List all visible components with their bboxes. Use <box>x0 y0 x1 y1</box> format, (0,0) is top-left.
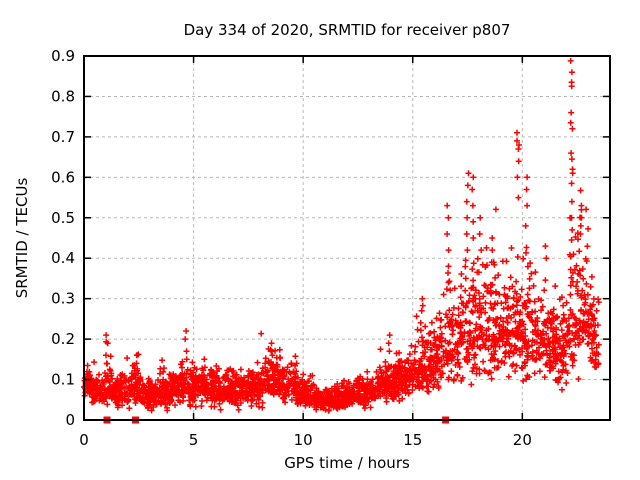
svg-text:0.1: 0.1 <box>51 371 75 389</box>
svg-text:0.7: 0.7 <box>51 128 75 146</box>
x-axis-label: GPS time / hours <box>284 454 410 472</box>
svg-text:0.8: 0.8 <box>51 87 75 105</box>
svg-text:0.3: 0.3 <box>51 290 75 308</box>
svg-text:0: 0 <box>65 411 75 429</box>
y-axis-label: SRMTID / TECUs <box>13 177 31 299</box>
axis-ticks <box>83 55 610 421</box>
svg-text:20: 20 <box>513 431 532 449</box>
svg-text:10: 10 <box>294 431 313 449</box>
svg-text:0.5: 0.5 <box>51 209 75 227</box>
svg-text:0.9: 0.9 <box>51 47 75 65</box>
svg-text:0: 0 <box>79 431 89 449</box>
svg-text:0.4: 0.4 <box>51 249 75 267</box>
plot-border <box>83 55 611 421</box>
svg-text:15: 15 <box>403 431 422 449</box>
tick-labels: 0 5 10 15 20 0 0.1 0.2 0.3 0.4 0.5 0.6 0.7 0.8 0.9 <box>51 47 532 449</box>
svg-text:0.2: 0.2 <box>51 330 75 348</box>
chart-title: Day 334 of 2020, SRMTID for receiver p80… <box>183 21 511 39</box>
svg-text:0.6: 0.6 <box>51 168 75 186</box>
svg-text:5: 5 <box>189 431 199 449</box>
scatter-points <box>81 57 602 414</box>
